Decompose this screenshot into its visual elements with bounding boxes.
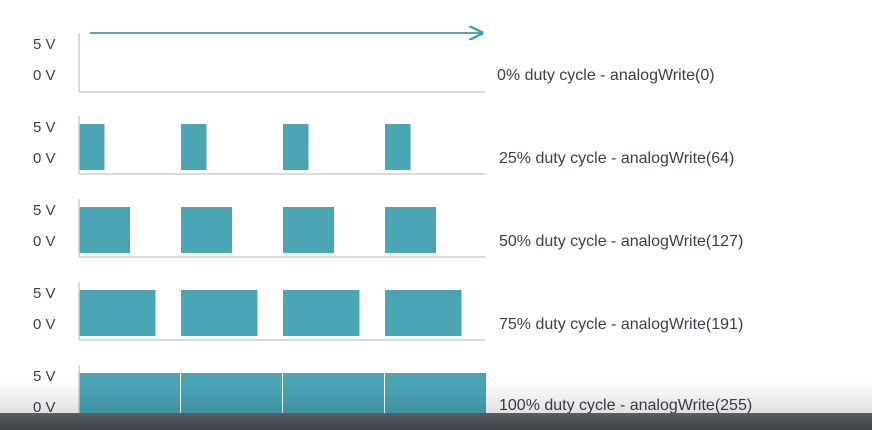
pulse-bar: [181, 373, 282, 419]
pulse-bar: [79, 124, 105, 170]
pwm-row-0: 5 V 0 V 0% duty cycle - analogWrite(0): [33, 33, 715, 93]
pulse-bar: [385, 373, 486, 419]
pulse-bar: [283, 207, 334, 253]
label-0v: 0 V: [33, 150, 56, 167]
pulse-bar: [385, 290, 462, 336]
pulse-bar: [283, 124, 309, 170]
label-5v: 5 V: [33, 119, 56, 136]
label-5v: 5 V: [33, 368, 56, 385]
pwm-row-1: 5 V 0 V 25% duty cycle - analogWrite(64): [33, 116, 734, 175]
duty-cycle-caption: 0% duty cycle - analogWrite(0): [497, 67, 715, 84]
duty-cycle-caption: 75% duty cycle - analogWrite(191): [499, 316, 743, 333]
label-0v: 0 V: [33, 316, 56, 333]
pwm-row-4: 5 V 0 V 100% duty cycle - analogWrite(255): [33, 365, 752, 424]
pwm-row-3: 5 V 0 V 75% duty cycle - analogWrite(191): [33, 282, 743, 341]
pulse-bar: [181, 207, 232, 253]
pulse-bar: [181, 290, 258, 336]
pulse-bar: [385, 124, 411, 170]
pulse-bar: [283, 290, 360, 336]
label-5v: 5 V: [33, 36, 56, 53]
duty-cycle-caption: 50% duty cycle - analogWrite(127): [499, 233, 743, 250]
pulse-bar: [79, 290, 156, 336]
pwm-row-2: 5 V 0 V 50% duty cycle - analogWrite(127): [33, 199, 743, 258]
pulse-bar: [283, 373, 384, 419]
video-control-bar: [0, 413, 872, 430]
label-0v: 0 V: [33, 233, 56, 250]
label-0v: 0 V: [33, 67, 56, 84]
pulse-bar: [181, 124, 207, 170]
label-5v: 5 V: [33, 285, 56, 302]
pulse-bar: [79, 373, 180, 419]
duty-cycle-caption: 100% duty cycle - analogWrite(255): [499, 397, 752, 414]
duty-cycle-caption: 25% duty cycle - analogWrite(64): [499, 150, 734, 167]
label-0v: 0 V: [33, 399, 56, 416]
pulse-bar: [79, 207, 130, 253]
label-5v: 5 V: [33, 202, 56, 219]
pulse-bar: [385, 207, 436, 253]
